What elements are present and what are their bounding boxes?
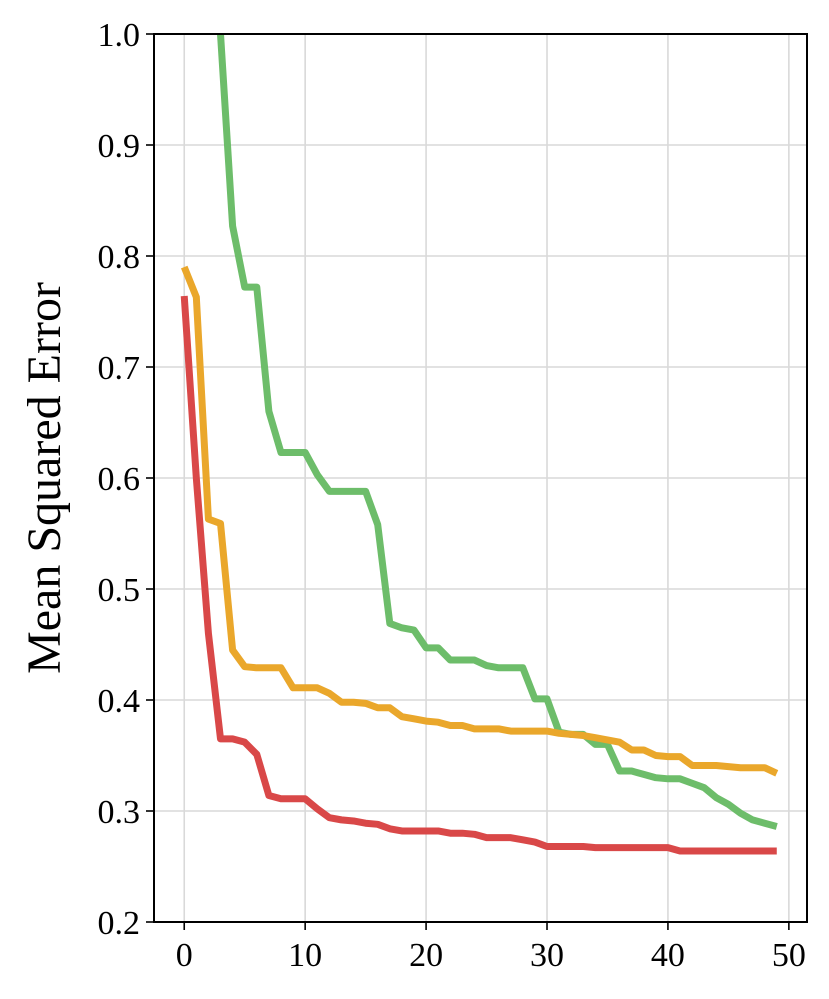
x-tick-label: 30 [530,937,564,974]
y-tick-label: 0.9 [98,128,141,165]
x-tick-label: 40 [651,937,685,974]
x-tick-label: 50 [772,937,806,974]
series-line-2 [180,265,779,777]
axis-ticks [146,33,790,930]
y-tick-label: 0.2 [98,905,141,942]
plot-series [180,33,779,855]
y-tick-label: 0.3 [98,794,141,831]
y-tick-label: 0.6 [98,461,141,498]
x-tick-label: 20 [409,937,443,974]
y-tick-label: 0.4 [98,683,141,720]
x-tick-label: 0 [176,937,193,974]
y-tick-label: 0.5 [98,572,141,609]
tick-labels: 0 10 20 30 40 50 0.2 0.3 0.4 0.5 0.6 0.7 0.8 0.9 1.0 [98,17,806,974]
y-tick-label: 1.0 [98,17,141,54]
y-axis-label: Mean Squared Error [18,282,71,674]
y-tick-label: 0.7 [98,350,141,387]
x-tick-label: 10 [288,937,322,974]
series-line-1 [217,33,778,830]
series-line-3 [180,295,777,855]
y-tick-label: 0.8 [98,239,141,276]
